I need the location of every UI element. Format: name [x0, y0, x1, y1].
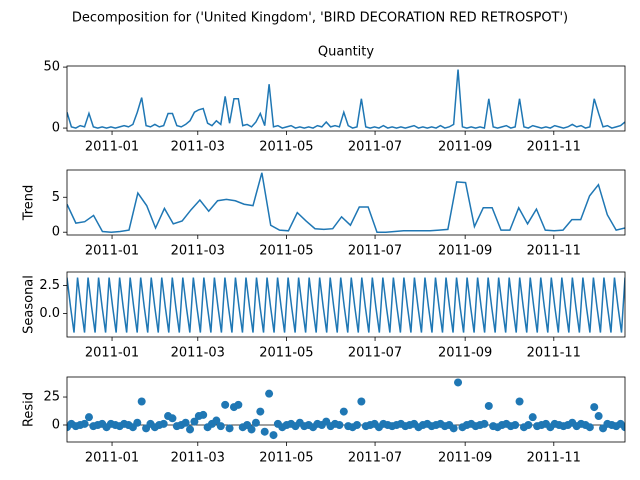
point: [621, 423, 625, 432]
point: [524, 420, 533, 429]
point: [528, 413, 537, 422]
y-axis-label: Seasonal: [22, 275, 37, 334]
x-tick-label: 2011-03: [171, 451, 225, 466]
axes-frame: [66, 169, 626, 236]
point: [352, 420, 361, 429]
x-tick-label: 2011-05: [259, 244, 313, 259]
point: [454, 378, 463, 387]
x-tick-label: 2011-05: [259, 346, 313, 361]
point: [480, 419, 489, 428]
axes-frame: [66, 65, 626, 132]
x-tick-label: 2011-07: [348, 346, 402, 361]
point: [515, 397, 524, 406]
x-tick-label: 2011-01: [85, 346, 139, 361]
point: [449, 424, 458, 433]
y-tick-label: 25: [43, 390, 60, 405]
x-tick-label: 2011-01: [85, 451, 139, 466]
point: [234, 400, 243, 409]
point: [159, 419, 168, 428]
y-tick-label: 0: [52, 225, 60, 240]
point: [84, 413, 93, 422]
point: [133, 418, 142, 427]
y-axis-label: Trend: [22, 185, 37, 222]
point: [186, 425, 195, 434]
series-line: [67, 69, 625, 130]
point: [251, 418, 260, 427]
point: [484, 401, 493, 410]
x-tick-label: 2011-11: [527, 244, 581, 259]
axes-frame: [66, 376, 626, 443]
point: [190, 417, 199, 426]
axes-frame: [66, 271, 626, 338]
y-tick-label: 5: [52, 190, 60, 205]
x-tick-label: 2011-09: [438, 140, 492, 155]
point: [335, 420, 344, 429]
y-tick-label: 0: [52, 417, 60, 432]
x-tick-label: 2011-03: [171, 244, 225, 259]
point: [511, 420, 520, 429]
point: [357, 397, 366, 406]
x-tick-label: 2011-01: [85, 244, 139, 259]
x-tick-label: 2011-07: [348, 140, 402, 155]
point: [212, 416, 221, 425]
point: [269, 431, 278, 440]
x-tick-label: 2011-11: [527, 451, 581, 466]
point: [137, 397, 146, 406]
y-tick-label: 0: [52, 121, 60, 136]
x-tick-label: 2011-11: [527, 140, 581, 155]
y-tick-label: 2.5: [39, 278, 60, 293]
x-tick-label: 2011-07: [348, 451, 402, 466]
figure-title: Decomposition for ('United Kingdom', 'BI…: [72, 11, 568, 26]
point: [216, 422, 225, 431]
x-tick-label: 2011-03: [171, 140, 225, 155]
point: [590, 403, 599, 412]
point: [80, 419, 89, 428]
x-tick-label: 2011-09: [438, 451, 492, 466]
y-axis-label: Resid: [22, 392, 37, 427]
point: [339, 407, 348, 416]
x-tick-label: 2011-05: [259, 140, 313, 155]
x-tick-label: 2011-11: [527, 346, 581, 361]
point: [181, 418, 190, 427]
point: [585, 423, 594, 432]
x-tick-label: 2011-05: [259, 451, 313, 466]
point: [225, 424, 234, 433]
point: [256, 407, 265, 416]
point: [247, 425, 256, 434]
point: [221, 400, 230, 409]
x-tick-label: 2011-09: [438, 244, 492, 259]
x-tick-label: 2011-01: [85, 140, 139, 155]
point: [265, 389, 274, 398]
point: [260, 427, 269, 436]
x-tick-label: 2011-07: [348, 244, 402, 259]
y-tick-label: 50: [43, 60, 60, 75]
x-tick-label: 2011-09: [438, 346, 492, 361]
point: [168, 414, 177, 423]
point: [594, 412, 603, 421]
series-line: [67, 277, 625, 333]
point: [199, 410, 208, 419]
x-tick-label: 2011-03: [171, 346, 225, 361]
y-tick-label: 0.0: [39, 306, 60, 321]
series-line: [67, 172, 625, 233]
chart-title: Quantity: [318, 45, 374, 60]
